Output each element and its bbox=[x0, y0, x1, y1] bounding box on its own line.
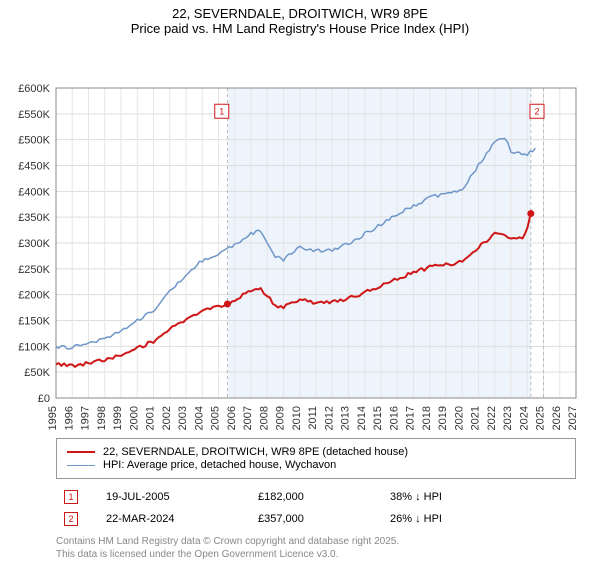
svg-text:2007: 2007 bbox=[242, 406, 254, 430]
svg-text:2019: 2019 bbox=[437, 406, 449, 430]
svg-text:2022: 2022 bbox=[486, 406, 498, 430]
svg-text:1997: 1997 bbox=[80, 406, 92, 430]
svg-text:2012: 2012 bbox=[323, 406, 335, 430]
title-subtitle: Price paid vs. HM Land Registry's House … bbox=[8, 21, 592, 36]
svg-text:£50K: £50K bbox=[24, 367, 50, 379]
svg-text:2011: 2011 bbox=[307, 406, 319, 430]
svg-text:2: 2 bbox=[534, 106, 539, 116]
svg-text:1999: 1999 bbox=[112, 406, 124, 430]
svg-text:2020: 2020 bbox=[453, 406, 465, 430]
svg-text:2006: 2006 bbox=[226, 406, 238, 430]
svg-text:2017: 2017 bbox=[405, 406, 417, 430]
svg-text:£350K: £350K bbox=[18, 212, 50, 224]
transaction-date: 22-MAR-2024 bbox=[100, 509, 250, 529]
transaction-row: 1 19-JUL-2005£182,00038% ↓ HPI bbox=[58, 487, 574, 507]
svg-text:2018: 2018 bbox=[421, 406, 433, 430]
svg-text:2023: 2023 bbox=[502, 406, 514, 430]
svg-text:2009: 2009 bbox=[275, 406, 287, 430]
legend-swatch bbox=[67, 451, 95, 453]
svg-text:2025: 2025 bbox=[535, 406, 547, 430]
marker-square: 1 bbox=[64, 490, 78, 504]
svg-text:£450K: £450K bbox=[18, 161, 50, 173]
svg-text:£0: £0 bbox=[38, 393, 50, 405]
svg-text:£400K: £400K bbox=[18, 186, 50, 198]
svg-text:£150K: £150K bbox=[18, 316, 50, 328]
transaction-price: £357,000 bbox=[252, 509, 382, 529]
svg-text:2005: 2005 bbox=[210, 406, 222, 430]
transaction-delta: 38% ↓ HPI bbox=[384, 487, 574, 507]
transaction-price: £182,000 bbox=[252, 487, 382, 507]
transaction-row: 2 22-MAR-2024£357,00026% ↓ HPI bbox=[58, 509, 574, 529]
marker-square: 2 bbox=[64, 512, 78, 526]
svg-text:2026: 2026 bbox=[551, 406, 563, 430]
svg-text:2021: 2021 bbox=[470, 406, 482, 430]
svg-text:2001: 2001 bbox=[145, 406, 157, 430]
svg-text:2024: 2024 bbox=[518, 406, 530, 430]
svg-text:£550K: £550K bbox=[18, 109, 50, 121]
transaction-date: 19-JUL-2005 bbox=[100, 487, 250, 507]
svg-text:2014: 2014 bbox=[356, 406, 368, 430]
legend-item: HPI: Average price, detached house, Wych… bbox=[67, 459, 565, 471]
svg-text:2003: 2003 bbox=[177, 406, 189, 430]
transaction-delta: 26% ↓ HPI bbox=[384, 509, 574, 529]
footer-line2: This data is licensed under the Open Gov… bbox=[56, 548, 576, 561]
line-chart-svg: £0 £50K £100K £150K £200K £250K £300K £350K £400… bbox=[0, 38, 600, 438]
svg-text:2000: 2000 bbox=[128, 406, 140, 430]
svg-text:2013: 2013 bbox=[340, 406, 352, 430]
svg-text:£250K: £250K bbox=[18, 264, 50, 276]
svg-text:1996: 1996 bbox=[63, 406, 75, 430]
legend-label: 22, SEVERNDALE, DROITWICH, WR9 8PE (deta… bbox=[103, 446, 408, 458]
footer-line1: Contains HM Land Registry data © Crown c… bbox=[56, 535, 576, 548]
svg-text:2002: 2002 bbox=[161, 406, 173, 430]
svg-text:2016: 2016 bbox=[388, 406, 400, 430]
svg-text:2015: 2015 bbox=[372, 406, 384, 430]
svg-text:£600K: £600K bbox=[18, 83, 50, 95]
legend: 22, SEVERNDALE, DROITWICH, WR9 8PE (deta… bbox=[56, 438, 576, 479]
svg-text:£200K: £200K bbox=[18, 290, 50, 302]
svg-text:2008: 2008 bbox=[258, 406, 270, 430]
chart-area: £0 £50K £100K £150K £200K £250K £300K £350K £400… bbox=[0, 38, 600, 438]
transactions-table: 1 19-JUL-2005£182,00038% ↓ HPI 2 22-MAR-202… bbox=[56, 485, 576, 531]
legend-swatch bbox=[67, 465, 95, 466]
footer-attribution: Contains HM Land Registry data © Crown c… bbox=[56, 535, 576, 561]
svg-text:2004: 2004 bbox=[193, 406, 205, 430]
legend-label: HPI: Average price, detached house, Wych… bbox=[103, 459, 336, 471]
title-address: 22, SEVERNDALE, DROITWICH, WR9 8PE bbox=[8, 6, 592, 21]
svg-text:£100K: £100K bbox=[18, 341, 50, 353]
svg-text:2027: 2027 bbox=[567, 406, 579, 430]
svg-text:£500K: £500K bbox=[18, 135, 50, 147]
svg-text:1995: 1995 bbox=[47, 406, 59, 430]
svg-text:2010: 2010 bbox=[291, 406, 303, 430]
svg-text:1998: 1998 bbox=[96, 406, 108, 430]
svg-text:£300K: £300K bbox=[18, 238, 50, 250]
svg-text:1: 1 bbox=[219, 106, 224, 116]
legend-item: 22, SEVERNDALE, DROITWICH, WR9 8PE (deta… bbox=[67, 446, 565, 458]
chart-title-block: 22, SEVERNDALE, DROITWICH, WR9 8PE Price… bbox=[0, 0, 600, 38]
